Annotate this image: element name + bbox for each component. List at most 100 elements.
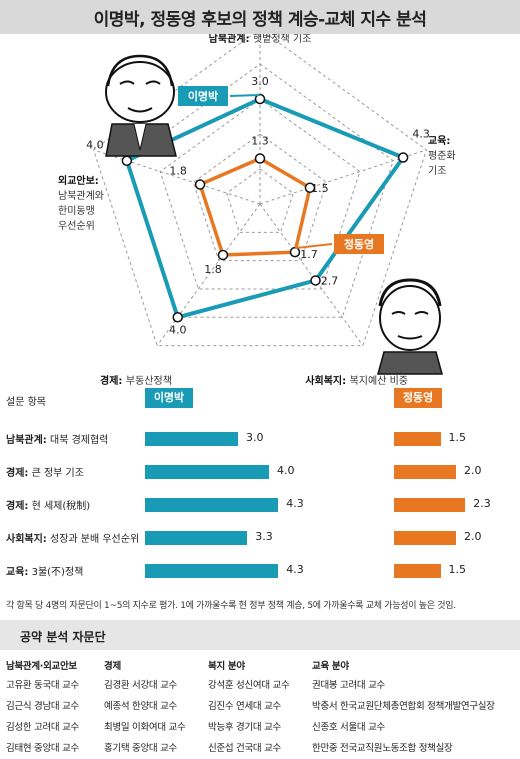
tag-leader (229, 94, 261, 97)
category-label: 남북관계: 대북 경제협력 (6, 435, 109, 446)
series-tag-label: 이명박 (188, 89, 218, 103)
title-bar: 이명박, 정동영 후보의 정책 계승-교체 지수 분석 (0, 0, 520, 34)
axis-label-title: 교육: (428, 135, 450, 147)
survey-items-header: 설문 항목 (6, 397, 46, 408)
member: 홍기택 중앙대 교수 (104, 743, 177, 754)
advisory-header: 공약 분석 자문단 (0, 620, 520, 650)
bar-lee (145, 465, 269, 479)
advisory-title: 공약 분석 자문단 (20, 630, 106, 644)
axis-label-desc: 우선순위 (58, 219, 95, 232)
data-point (254, 93, 266, 105)
bar-lee (145, 564, 279, 578)
member: 김경환 서강대 교수 (104, 680, 177, 691)
advisory-column-diplomacy: 남북관계·외교안보 고유환 동국대 교수 김근식 경남대 교수 김성한 고려대 … (6, 658, 79, 759)
data-point (121, 155, 133, 166)
data-point (172, 312, 183, 323)
data-point (194, 179, 206, 190)
column-header: 남북관계·외교안보 (6, 661, 77, 672)
advisory-column-economy: 경제 김경환 서강대 교수 예종석 한양대 교수 최병일 이화여대 교수 홍기택… (104, 658, 186, 759)
member: 김성한 고려대 교수 (6, 722, 79, 733)
grid-ring (226, 168, 294, 233)
axis-label: 경제: 부동산정책 (100, 374, 172, 387)
member: 예종석 한양대 교수 (104, 701, 177, 712)
member: 김태현 중앙대 교수 (6, 743, 79, 754)
axis-label-desc: 남북관계와 (58, 190, 104, 202)
series-tag-box (334, 234, 384, 254)
series-tag-lee: 이명박 (145, 388, 193, 408)
advisory-column-welfare: 복지 분야 강석훈 성신여대 교수 김진수 연세대 교수 박능후 경기대 교수 … (208, 658, 290, 759)
axis-label: 사회복지: 복지예산 비중 (305, 374, 408, 387)
category-label: 경제: 큰 정부 기조 (6, 468, 84, 479)
grid-spoke (156, 203, 261, 346)
data-point (304, 182, 316, 194)
series-tag-label: 정동영 (344, 237, 374, 251)
advisory-column-education: 교육 분야 권대봉 고려대 교수 박충서 한국교원단체총연합회 정책개발연구실장… (312, 658, 495, 759)
bar-value-label: 4.3 (286, 563, 304, 576)
bar-chung (394, 432, 441, 446)
bar-value-label: 1.5 (448, 563, 467, 576)
series-tag-chung: 정동영 (394, 388, 442, 408)
tag-leader (294, 243, 333, 250)
data-point (217, 249, 229, 261)
axis-label: 남북관계: 햇볕정책 기조 (209, 34, 312, 45)
bar-value-label: 4.0 (277, 464, 295, 477)
category-label: 사회복지: 성장과 분배 우선순위 (6, 534, 140, 545)
data-label: 1.7 (300, 248, 318, 261)
bar-chung (394, 531, 456, 545)
column-header: 교육 분야 (312, 661, 349, 672)
grid-spoke (93, 149, 261, 205)
data-label: 1.3 (251, 135, 269, 148)
member: 김근식 경남대 교수 (6, 701, 79, 712)
bar-value-label: 1.5 (448, 431, 467, 444)
data-label: 1.8 (204, 263, 222, 276)
bar-lee (145, 531, 248, 545)
grid-ring (192, 133, 328, 262)
axis-label-title: 외교안보: (58, 174, 99, 187)
bar-value-label: 2.0 (464, 464, 482, 477)
column-header: 복지 분야 (208, 661, 245, 672)
data-label: 1.8 (169, 165, 187, 178)
grid-ring (159, 98, 361, 290)
data-label: 4.3 (412, 127, 430, 140)
bar-chung (394, 498, 466, 512)
data-label: 2.7 (321, 274, 339, 287)
bar-value-label: 2.3 (473, 497, 491, 510)
candidate-chung-caricature (377, 278, 443, 375)
candidate-lee-caricature (105, 54, 177, 157)
data-point (310, 275, 321, 286)
bar-value-label: 2.0 (464, 530, 482, 543)
member: 김진수 연세대 교수 (208, 701, 281, 712)
bar-value-label: 4.3 (286, 497, 304, 510)
data-point (289, 246, 301, 258)
member: 고유환 동국대 교수 (6, 680, 79, 691)
bar-comparison: 설문 항목 이명박 정동영 남북관계: 대북 경제협력 3.0 1.5 경제: 큰 정… (0, 388, 520, 588)
bar-lee (145, 432, 238, 446)
bar-chung (394, 465, 456, 479)
category-label: 경제: 현 세제(稅制) (6, 501, 91, 512)
axis-label-desc: 기조 (428, 165, 446, 177)
bar-value-label: 3.0 (246, 431, 264, 444)
data-point (254, 153, 266, 164)
footnote: 각 항목 당 4명의 자문단이 1~5의 지수로 평가. 1에 가까울수록 현 … (6, 601, 456, 611)
member: 한만중 전국교직원노동조합 정책실장 (312, 743, 453, 754)
data-label: 1.5 (311, 182, 329, 195)
bar-value-label: 3.3 (255, 530, 273, 543)
data-label: 3.0 (251, 75, 269, 88)
data-point (397, 152, 409, 163)
member: 신종호 서울대 교수 (312, 722, 385, 733)
member: 권대봉 고려대 교수 (312, 680, 385, 691)
member: 신준섭 건국대 교수 (208, 743, 281, 754)
data-label: 4.0 (169, 323, 187, 336)
bar-chung (394, 564, 441, 578)
bar-lee (145, 498, 279, 512)
member: 박충서 한국교원단체총연합회 정책개발연구실장 (312, 701, 495, 712)
series-tag-box (178, 86, 228, 106)
column-header: 경제 (104, 661, 121, 672)
member: 최병일 이화여대 교수 (104, 722, 186, 733)
data-label: 4.0 (86, 139, 104, 152)
page-title: 이명박, 정동영 후보의 정책 계승-교체 지수 분석 (93, 9, 427, 30)
member: 강석훈 성신여대 교수 (208, 680, 290, 691)
